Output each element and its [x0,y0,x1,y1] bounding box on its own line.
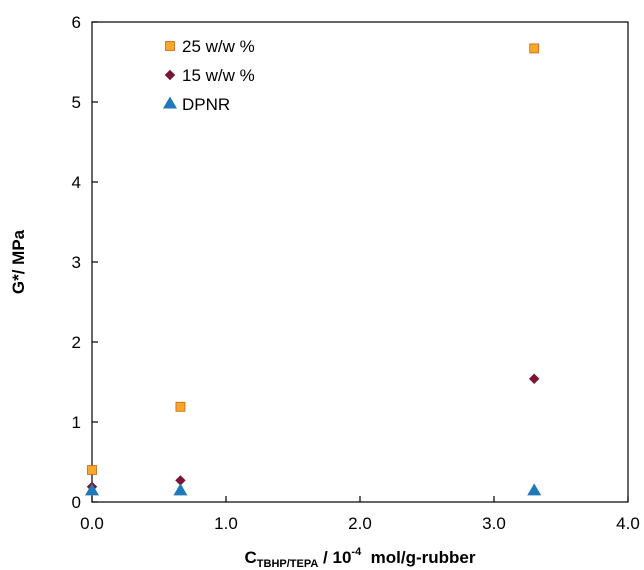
y-tick-label: 2 [72,333,81,352]
data-point-25-w-w [87,465,97,475]
plot-frame [91,21,629,503]
x-tick-label: 4.0 [616,514,640,533]
legend-label-dpnr: DPNR [182,95,230,114]
data-point-25-w-w [175,401,186,412]
data-point-15-w-w [175,475,186,486]
data-point-dpnr [85,483,99,496]
data-point-dpnr [173,483,188,496]
legend: 25 w/w % 15 w/w % DPNR [163,37,255,114]
data-points [85,43,542,496]
legend-label-15-w-w: 15 w/w % [182,66,255,85]
x-tick-label: 2.0 [348,514,372,533]
legend-marker-dpnr [163,96,177,109]
x-tick-label: 1.0 [214,514,238,533]
y-tick-label: 0 [72,493,81,512]
y-axis-title: G*/ MPa [9,229,28,294]
legend-label-25-w-w: 25 w/w % [182,37,255,56]
y-tick-label: 3 [72,253,81,272]
data-point-25-w-w [529,43,540,54]
x-tick-label: 0.0 [80,514,104,533]
x-tick-label: 3.0 [482,514,506,533]
legend-marker-15-w-w [164,69,176,81]
y-tick-label: 6 [72,13,81,32]
data-point-15-w-w [529,373,540,384]
plot-area: 0 1 2 3 4 5 6 0.0 1.0 2.0 3.0 4.0 [72,13,640,533]
y-tick-label: 4 [72,173,81,192]
x-axis-title: CTBHP/TEPA / 10-4 mol/g-rubber [245,546,476,570]
y-tick-label: 5 [72,93,81,112]
data-point-dpnr [527,483,542,496]
legend-marker-25-w-w [165,41,175,51]
y-tick-label: 1 [72,413,81,432]
